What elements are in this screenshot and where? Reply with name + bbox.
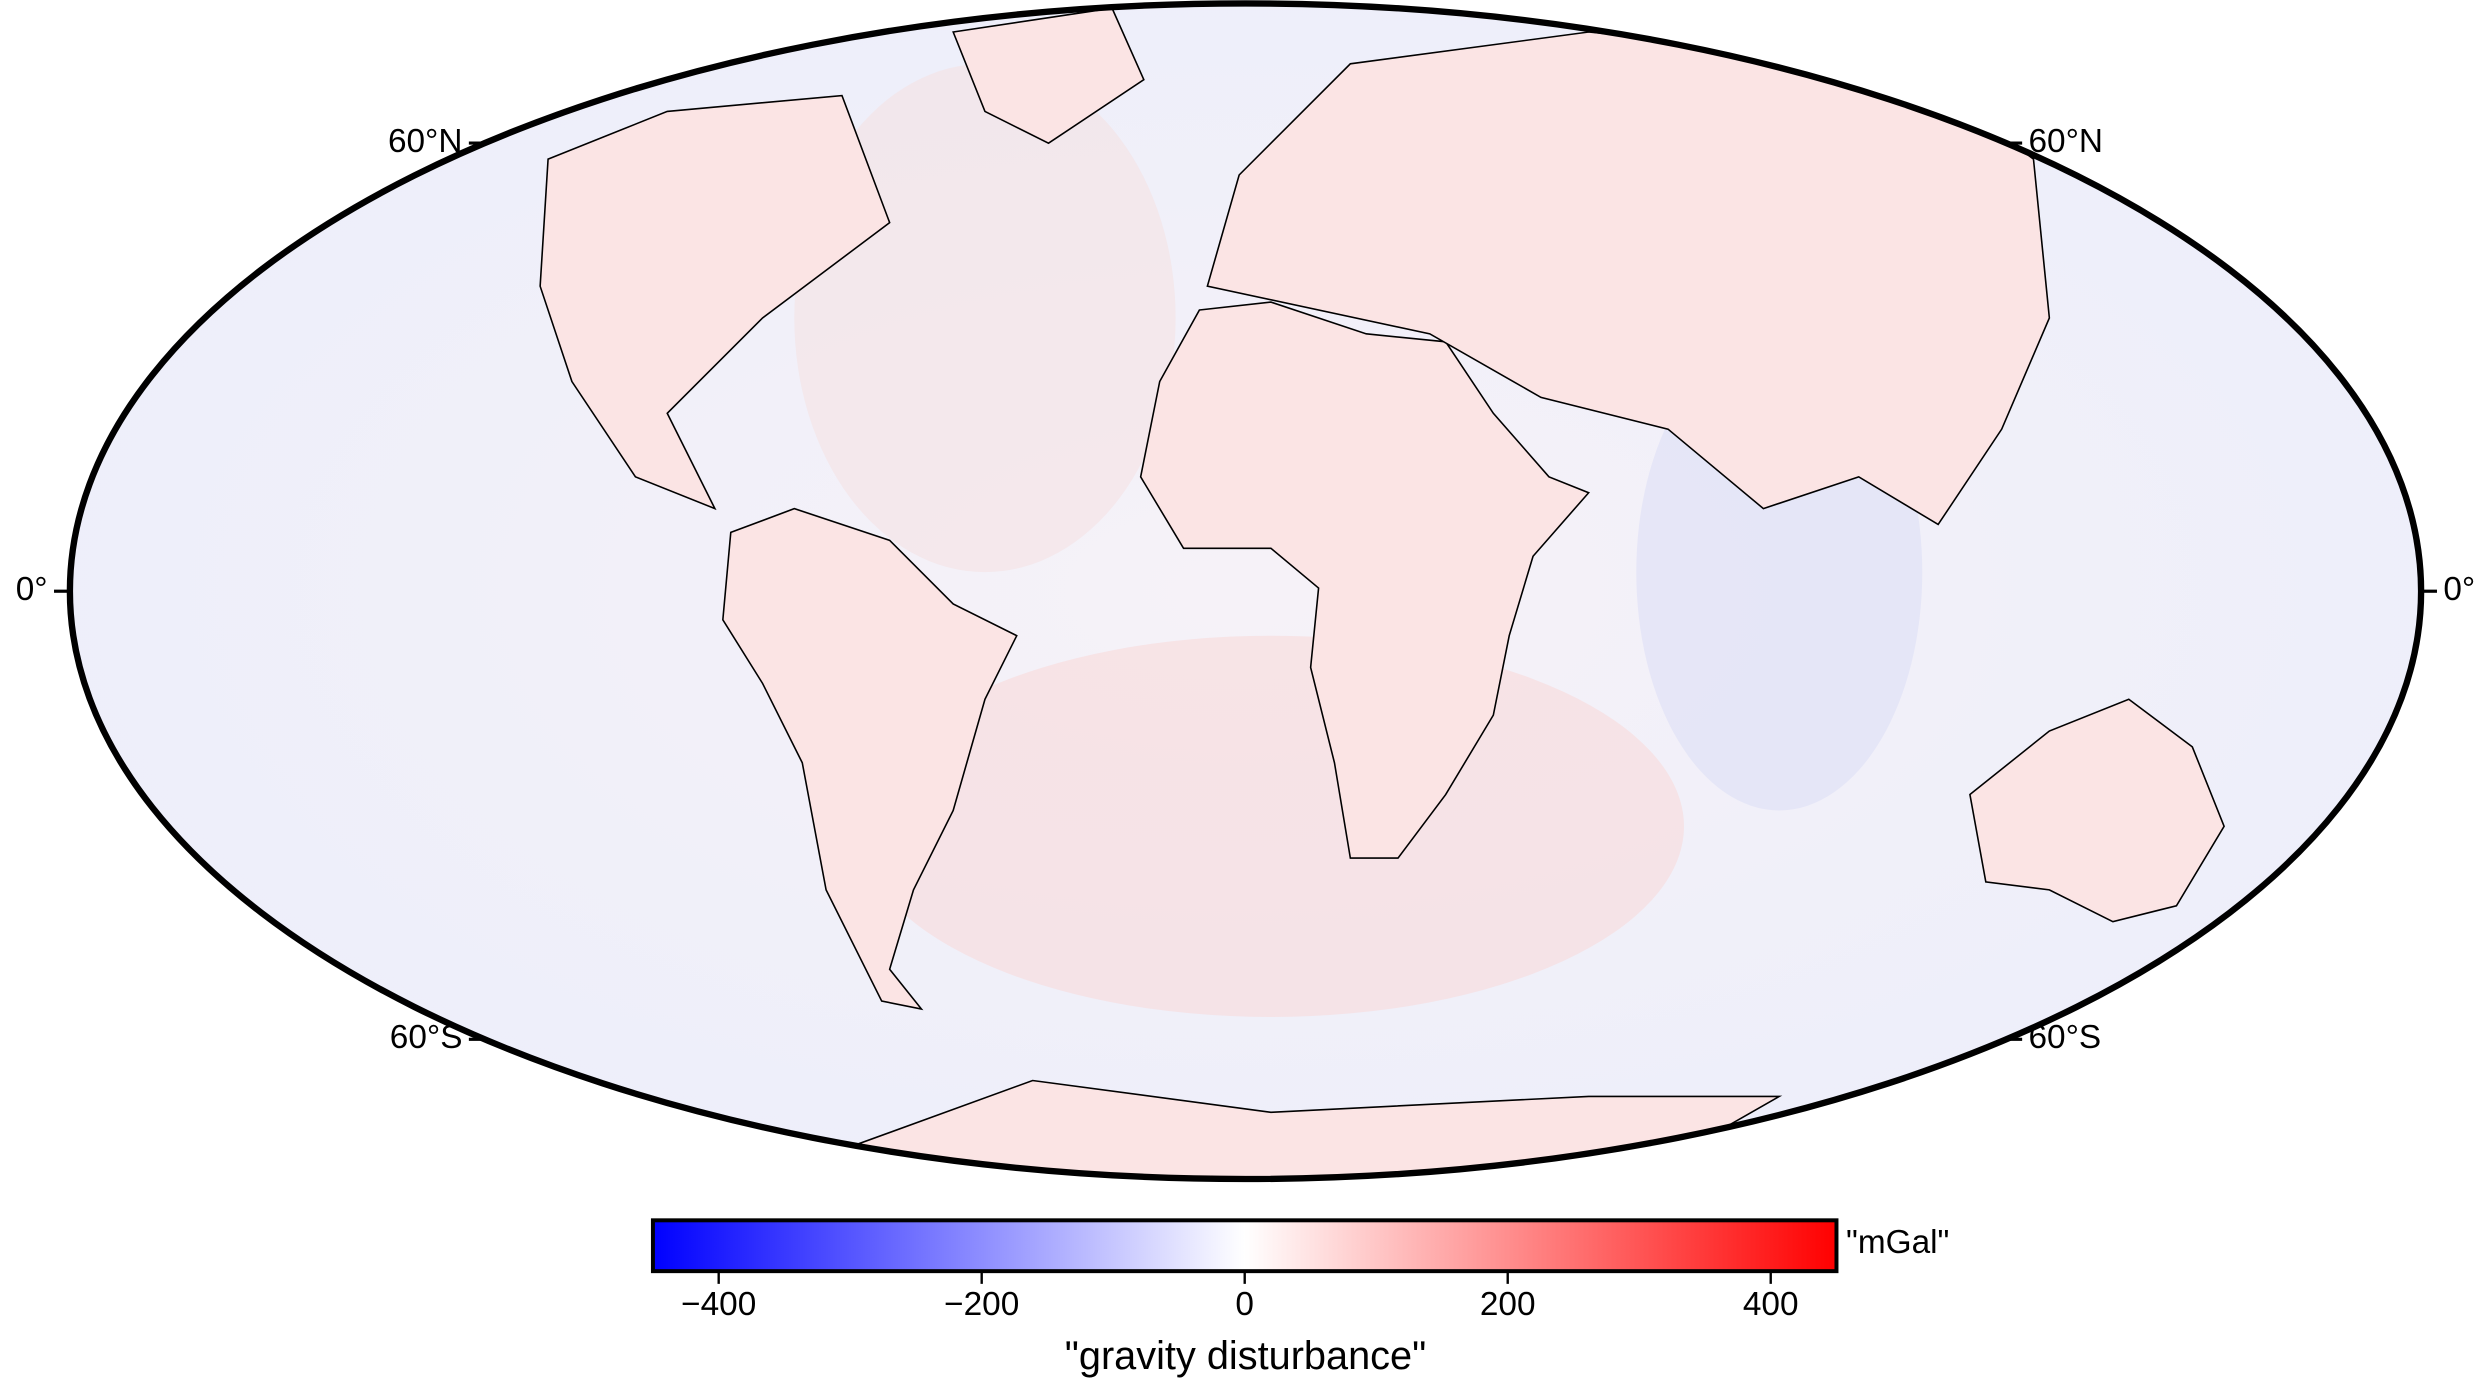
- colorbar-tick-label: −400: [681, 1286, 756, 1323]
- colorbar-tick-label: 200: [1480, 1286, 1536, 1323]
- lat-label: 60°N: [2028, 123, 2103, 160]
- lat-label: 60°N: [388, 123, 463, 160]
- colorbar-unit: "mGal": [1846, 1224, 1949, 1261]
- eurasia: [1206, 31, 2051, 526]
- lat-label: 60°S: [2028, 1019, 2101, 1056]
- africa: [1139, 301, 1590, 859]
- colorbar-tick-label: −200: [944, 1286, 1019, 1323]
- lat-label: 0°: [2443, 571, 2475, 608]
- colorbar-tick-label: 400: [1743, 1286, 1799, 1323]
- colorbar-tick-label: 0: [1235, 1286, 1254, 1323]
- south-america: [722, 507, 1018, 1011]
- north-america: [539, 94, 891, 511]
- colorbar-label: "gravity disturbance": [1065, 1334, 1426, 1378]
- map-field: [69, 3, 2422, 1180]
- colorbar: [650, 1218, 1839, 1274]
- ridge-anomaly: [794, 63, 1176, 573]
- australia: [1969, 698, 2225, 923]
- lat-label: 0°: [16, 571, 48, 608]
- lat-label: 60°S: [390, 1019, 463, 1056]
- greenland: [952, 7, 1145, 145]
